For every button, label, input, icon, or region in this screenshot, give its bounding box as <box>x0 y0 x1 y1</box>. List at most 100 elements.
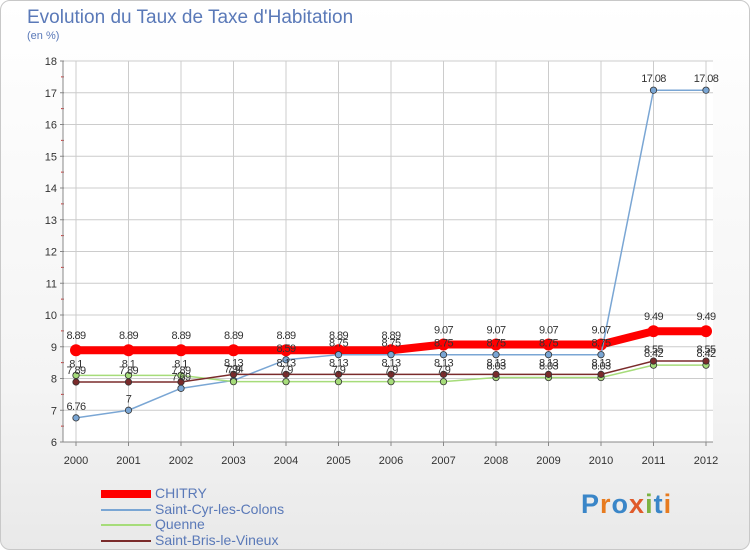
data-label-2: 7.9 <box>437 365 451 377</box>
data-label-1: 8.75 <box>486 338 505 350</box>
series-point-0 <box>647 325 660 338</box>
proxiti-logo: Proxiti <box>581 489 672 520</box>
data-label-2: 7.9 <box>279 365 293 377</box>
chart-title: Evolution du Taux de Taxe d'Habitation <box>27 7 354 28</box>
data-label-1: 8.75 <box>539 338 558 350</box>
y-tick-label: 14 <box>45 183 57 195</box>
data-label-0: 9.49 <box>696 311 715 323</box>
data-label-1: 6.76 <box>66 401 85 413</box>
y-tick-label: 17 <box>45 88 57 100</box>
legend-label-0: CHITRY <box>155 485 207 501</box>
series-point-2 <box>387 378 395 386</box>
legend-label-3: Saint-Bris-le-Vineux <box>155 531 279 548</box>
data-label-3: 8.13 <box>486 357 505 369</box>
y-tick-label: 12 <box>45 247 57 259</box>
data-label-1: 8.75 <box>591 338 610 350</box>
data-label-0: 9.07 <box>539 325 558 337</box>
series-point-0 <box>490 338 502 351</box>
data-label-0: 9.07 <box>591 325 610 337</box>
series-point-0 <box>227 344 240 357</box>
data-label-3: 8.13 <box>539 357 558 369</box>
x-tick-label: 2007 <box>431 455 455 467</box>
legend-swatch-0 <box>101 490 151 498</box>
x-tick-label: 2003 <box>221 455 245 467</box>
series-point-3 <box>282 370 290 378</box>
data-label-0: 9.07 <box>434 325 453 337</box>
data-label-0: 9.07 <box>486 325 505 337</box>
data-label-0: 8.89 <box>276 330 295 342</box>
data-label-3: 8.13 <box>329 357 348 369</box>
series-point-0 <box>280 344 292 357</box>
series-point-3 <box>439 370 448 378</box>
series-point-3 <box>649 357 658 365</box>
data-label-1: 17.08 <box>641 73 666 85</box>
data-label-1: 7.94 <box>224 363 243 375</box>
series-point-2 <box>439 378 448 386</box>
data-label-3: 8.13 <box>381 357 400 369</box>
series-point-3 <box>229 370 238 378</box>
data-label-0: 8.89 <box>224 330 243 342</box>
y-tick-label: 7 <box>51 405 57 417</box>
data-label-3: 8.13 <box>276 357 295 369</box>
series-point-3 <box>387 370 395 378</box>
data-label-3: 8.13 <box>434 357 453 369</box>
data-label-2: 8.1 <box>174 358 188 370</box>
series-point-2 <box>334 378 343 386</box>
series-point-1 <box>72 414 80 422</box>
series-point-0 <box>437 338 450 351</box>
series-point-1 <box>282 356 290 364</box>
data-label-2: 7.9 <box>384 365 398 377</box>
data-label-1: 8.59 <box>276 343 295 355</box>
data-label-1: 8.75 <box>329 338 348 350</box>
data-label-1: 8.75 <box>434 338 453 350</box>
series-point-3 <box>177 378 185 386</box>
x-tick-label: 2008 <box>484 455 508 467</box>
logo-letter: P <box>581 489 601 519</box>
logo-letter: x <box>629 489 646 519</box>
data-label-2: 8.03 <box>591 361 610 373</box>
series-point-3 <box>124 378 133 386</box>
data-label-3: 8.13 <box>224 357 243 369</box>
x-tick-label: 2001 <box>116 455 140 467</box>
series-point-1 <box>177 384 185 392</box>
x-tick-label: 2006 <box>379 455 403 467</box>
series-point-3 <box>597 370 605 378</box>
data-label-3: 8.55 <box>696 344 715 356</box>
legend-swatch-1 <box>101 508 151 511</box>
y-tick-label: 11 <box>46 278 57 290</box>
series-point-0 <box>700 325 712 338</box>
x-tick-label: 2004 <box>274 455 298 467</box>
legend-label-1: Saint-Cyr-les-Colons <box>155 500 285 517</box>
y-tick-label: 15 <box>45 151 57 163</box>
series-point-3 <box>72 378 80 386</box>
data-label-1: 7.69 <box>171 371 190 383</box>
series-point-1 <box>124 406 133 414</box>
x-tick-label: 2000 <box>64 455 88 467</box>
data-label-2: 8.1 <box>69 358 83 370</box>
data-label-2: 8.42 <box>696 348 715 360</box>
series-point-1 <box>492 351 500 359</box>
x-tick-label: 2012 <box>694 455 718 467</box>
series-point-3 <box>702 357 710 365</box>
data-label-3: 8.55 <box>644 344 663 356</box>
series-point-0 <box>542 338 555 351</box>
logo-letter: t <box>653 489 664 519</box>
y-tick-label: 13 <box>45 215 57 227</box>
data-label-2: 8.03 <box>539 361 558 373</box>
x-tick-label: 2009 <box>536 455 560 467</box>
data-label-3: 7.89 <box>66 365 85 377</box>
y-tick-label: 18 <box>45 56 57 68</box>
data-label-3: 7.89 <box>171 365 190 377</box>
series-point-1 <box>649 86 658 94</box>
series-point-3 <box>544 370 553 378</box>
series-point-1 <box>334 351 343 359</box>
data-label-3: 7.89 <box>119 365 138 377</box>
series-point-0 <box>175 344 187 357</box>
data-label-0: 8.89 <box>329 330 348 342</box>
y-tick-label: 10 <box>45 310 57 322</box>
logo-letter: i <box>645 489 654 519</box>
series-point-1 <box>702 86 710 94</box>
series-point-3 <box>492 370 500 378</box>
